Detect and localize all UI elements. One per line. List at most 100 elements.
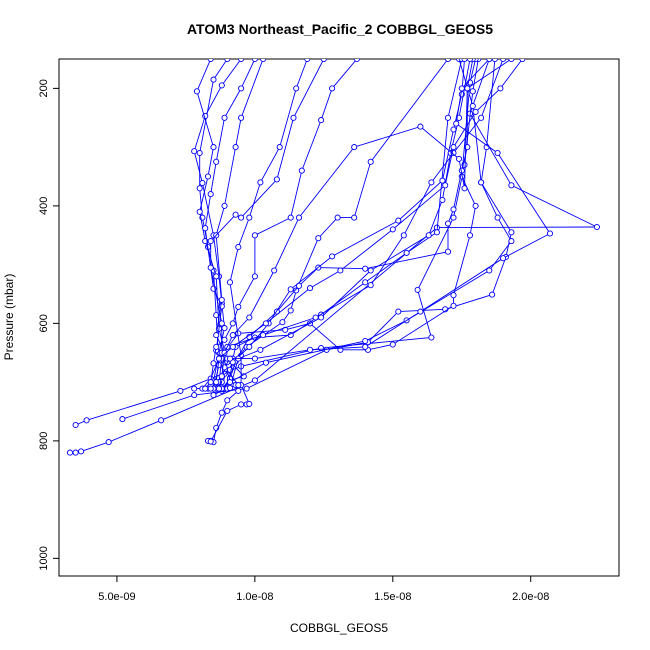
data-point — [213, 332, 220, 339]
data-point — [257, 346, 264, 353]
data-point — [251, 355, 258, 362]
data-point — [478, 114, 485, 121]
series-16 — [221, 59, 468, 392]
data-point — [262, 359, 269, 366]
data-point — [367, 282, 374, 289]
data-point — [461, 59, 468, 63]
data-point — [469, 88, 476, 95]
data-point — [210, 360, 217, 367]
series-14 — [202, 59, 360, 392]
data-point — [318, 117, 325, 124]
data-point — [500, 255, 507, 262]
data-point — [215, 385, 223, 392]
data-point — [226, 279, 234, 286]
y-tick-label: 1000 — [38, 546, 50, 570]
data-point — [196, 208, 203, 215]
data-point — [458, 85, 465, 92]
data-point — [287, 307, 294, 314]
data-point — [293, 287, 300, 294]
data-point — [226, 384, 234, 392]
data-point — [444, 248, 452, 255]
data-point — [224, 397, 231, 404]
data-point — [287, 214, 294, 221]
data-point — [232, 144, 239, 151]
data-point — [433, 229, 440, 236]
data-point — [362, 337, 369, 345]
data-point — [224, 407, 231, 414]
data-point — [207, 379, 214, 386]
data-point — [119, 416, 126, 423]
data-point — [444, 114, 452, 121]
data-point — [207, 264, 214, 271]
series-17 — [224, 59, 474, 392]
series-12 — [213, 59, 452, 392]
data-point — [508, 182, 515, 189]
data-point — [276, 144, 283, 151]
data-point — [210, 392, 217, 399]
data-point — [508, 229, 515, 236]
series-18 — [218, 59, 515, 392]
data-point — [428, 179, 435, 186]
y-axis: 200 400 600 800 1000 — [38, 79, 59, 571]
x-tick-label: 1.5e-08 — [374, 591, 411, 603]
data-point — [72, 449, 79, 456]
data-point — [260, 59, 267, 63]
data-point — [83, 417, 90, 424]
data-point — [238, 85, 245, 92]
plot-frame — [58, 58, 620, 577]
data-point — [455, 155, 463, 162]
series-21 — [215, 59, 515, 392]
data-point — [221, 336, 228, 343]
data-point — [389, 226, 396, 233]
data-point — [486, 59, 493, 63]
y-axis-label: Pressure (mbar) — [2, 274, 16, 361]
series-line — [213, 59, 504, 389]
data-point — [425, 232, 432, 239]
data-point — [271, 267, 278, 274]
data-point — [221, 349, 228, 356]
data-point — [472, 202, 479, 209]
data-point — [362, 265, 369, 272]
data-point — [450, 214, 457, 221]
x-axis-label: COBBGL_GEOS5 — [290, 621, 388, 635]
data-point — [246, 400, 253, 407]
x-tick-label: 2.0e-08 — [512, 591, 549, 603]
data-point — [215, 355, 223, 362]
data-point — [235, 387, 242, 394]
data-point — [243, 385, 250, 392]
data-point — [287, 286, 294, 293]
chart-title: ATOM3 Northeast_Pacific_2 COBBGL_GEOS5 — [187, 21, 493, 37]
data-point — [403, 249, 410, 256]
data-point — [246, 214, 253, 221]
data-point — [494, 214, 501, 221]
series-line — [215, 59, 551, 389]
data-point — [450, 144, 457, 151]
data-point — [213, 273, 220, 280]
data-point — [362, 343, 369, 350]
data-point — [78, 448, 85, 455]
y-tick-label: 800 — [38, 432, 50, 450]
data-point — [362, 279, 369, 286]
data-point — [72, 421, 79, 429]
data-point — [202, 385, 209, 392]
data-point — [395, 217, 402, 224]
data-point — [417, 123, 424, 130]
data-point — [295, 214, 303, 221]
data-point — [210, 76, 217, 83]
data-point — [367, 158, 374, 165]
data-point — [508, 59, 515, 63]
data-point — [450, 302, 457, 309]
data-point — [158, 417, 165, 424]
series-line — [224, 59, 465, 390]
data-point — [224, 59, 231, 63]
data-point — [329, 253, 336, 260]
data-point — [306, 285, 314, 292]
data-point — [213, 343, 220, 350]
data-point — [395, 308, 402, 315]
series-1 — [66, 59, 600, 456]
data-point — [232, 211, 239, 218]
data-point — [337, 267, 344, 274]
data-point — [469, 102, 476, 110]
data-point — [246, 314, 253, 321]
